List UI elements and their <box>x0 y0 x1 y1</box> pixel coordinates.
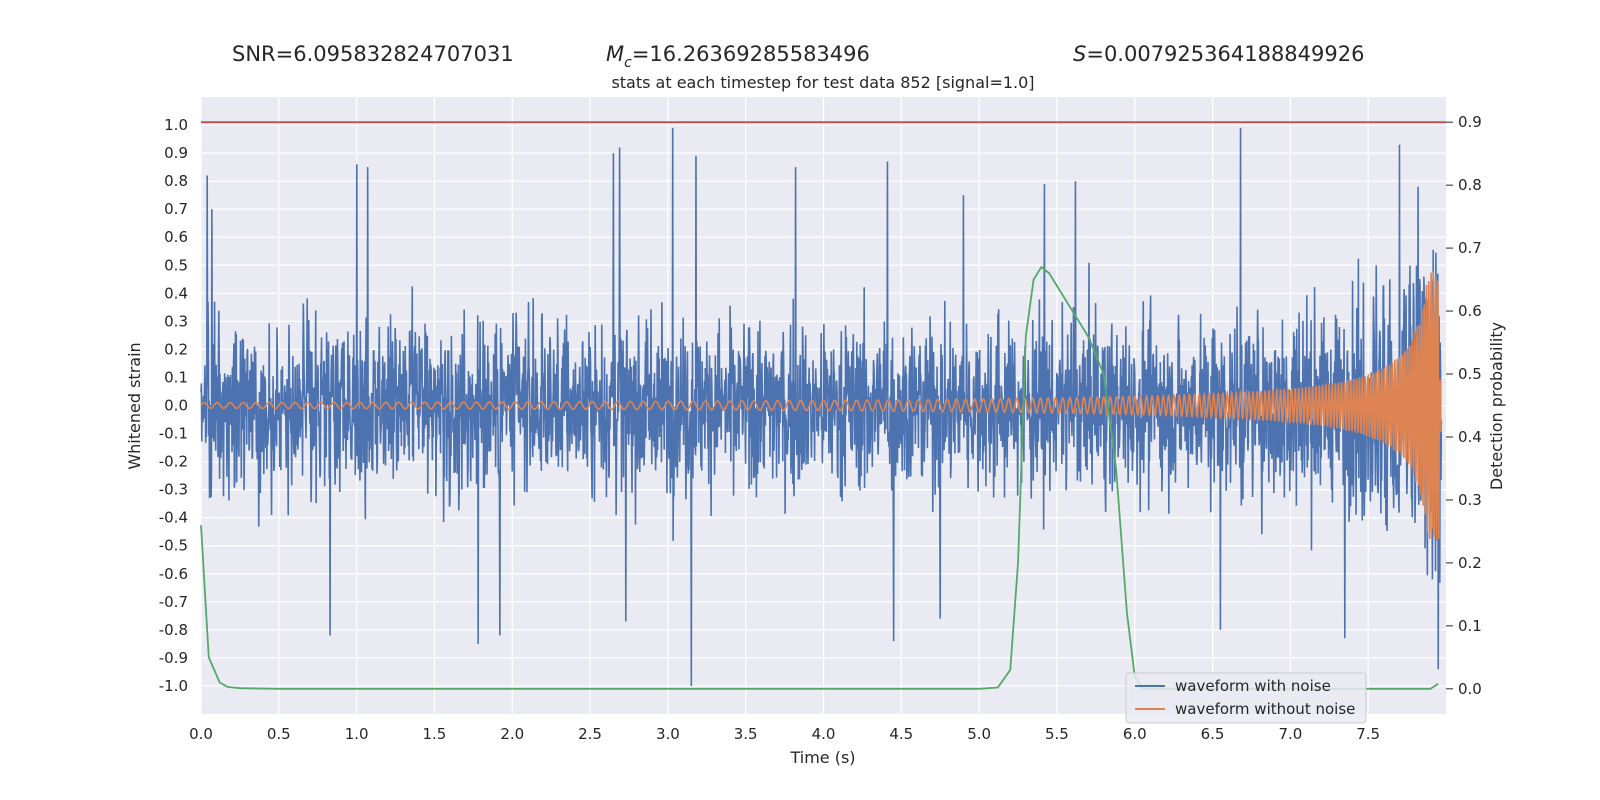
x-tick-label: 3.0 <box>656 725 680 743</box>
y-left-tick-label: -0.9 <box>159 649 188 667</box>
x-tick-label: 0.0 <box>189 725 213 743</box>
snr-text: SNR=6.095832824707031 <box>232 42 514 66</box>
y-left-tick-label: 0.3 <box>164 312 188 330</box>
y-right-tick-label: 0.9 <box>1458 113 1482 131</box>
chart-subtitle: stats at each timestep for test data 852… <box>611 73 1034 92</box>
y-left-tick-label: -0.8 <box>159 621 188 639</box>
legend-label-noise: waveform with noise <box>1175 677 1331 695</box>
y-right-tick-label: 0.6 <box>1458 302 1482 320</box>
y-right-tick-label: 0.4 <box>1458 428 1482 446</box>
y-left-tick-label: 0.5 <box>164 256 188 274</box>
y-left-tick-label: -0.3 <box>159 481 188 499</box>
y-axis-right-label: Detection probability <box>1487 322 1506 490</box>
y-left-tick-label: 0.1 <box>164 368 188 386</box>
x-tick-label: 7.0 <box>1278 725 1302 743</box>
x-tick-label: 1.5 <box>423 725 447 743</box>
x-tick-label: 5.0 <box>967 725 991 743</box>
y-right-tick-label: 0.0 <box>1458 680 1482 698</box>
y-left-tick-label: 0.8 <box>164 172 188 190</box>
y-right-tick-label: 0.7 <box>1458 239 1482 257</box>
y-left-tick-label: 0.7 <box>164 200 188 218</box>
y-left-tick-label: -0.4 <box>159 509 188 527</box>
x-tick-label: 3.5 <box>734 725 758 743</box>
y-left-tick-label: 0.0 <box>164 397 188 415</box>
y-left-tick-label: 0.9 <box>164 144 188 162</box>
y-axis-left-ticks: 1.0 0.9 0.8 0.7 0.6 0.5 0.4 0.3 0.2 0.1 0.0 -0.1 -0.… <box>159 116 188 695</box>
y-axis-left-label: Whitened strain <box>125 342 144 469</box>
x-tick-label: 0.5 <box>267 725 291 743</box>
x-tick-label: 6.5 <box>1201 725 1225 743</box>
s-value-text: S=0.007925364188849926 <box>1073 42 1364 66</box>
legend: waveform with noise waveform without noi… <box>1125 672 1367 724</box>
legend-box <box>1125 672 1367 724</box>
x-axis-label: Time (s) <box>789 748 855 767</box>
y-left-tick-label: -0.1 <box>159 425 188 443</box>
y-right-tick-label: 0.5 <box>1458 365 1482 383</box>
y-left-tick-label: -0.2 <box>159 453 188 471</box>
y-right-tick-label: 0.2 <box>1458 554 1482 572</box>
legend-label-clean: waveform without noise <box>1175 700 1355 718</box>
x-tick-label: 1.0 <box>345 725 369 743</box>
y-left-tick-label: 0.2 <box>164 340 188 358</box>
y-right-tick-label: 0.8 <box>1458 176 1482 194</box>
chirp-mass-text: Mc=16.26369285583496 <box>606 42 870 71</box>
x-tick-label: 4.5 <box>889 725 913 743</box>
x-tick-label: 2.5 <box>578 725 602 743</box>
y-left-tick-label: -0.7 <box>159 593 188 611</box>
y-left-tick-label: -1.0 <box>159 677 188 695</box>
y-left-tick-label: 0.4 <box>164 284 188 302</box>
series-waveform-without-noise <box>200 271 1443 541</box>
x-tick-label: 7.5 <box>1356 725 1380 743</box>
y-left-tick-label: 0.6 <box>164 228 188 246</box>
clean-waveform-line <box>200 271 1443 541</box>
y-left-tick-label: 1.0 <box>164 116 188 134</box>
x-tick-label: 6.0 <box>1123 725 1147 743</box>
y-right-tick-label: 0.3 <box>1458 491 1482 509</box>
x-tick-label: 5.5 <box>1045 725 1069 743</box>
y-axis-right-ticks: 0.9 0.8 0.7 0.6 0.5 0.4 0.3 0.2 0.1 0.0 <box>1446 113 1482 698</box>
y-left-tick-label: -0.6 <box>159 565 188 583</box>
x-tick-label: 2.0 <box>500 725 524 743</box>
x-axis-ticks: 0.0 0.5 1.0 1.5 2.0 2.5 3.0 3.5 4.0 4.5 5.0 5.5 6.0 6… <box>189 725 1380 743</box>
y-right-tick-label: 0.1 <box>1458 617 1482 635</box>
y-left-tick-label: -0.5 <box>159 537 188 555</box>
x-tick-label: 4.0 <box>812 725 836 743</box>
